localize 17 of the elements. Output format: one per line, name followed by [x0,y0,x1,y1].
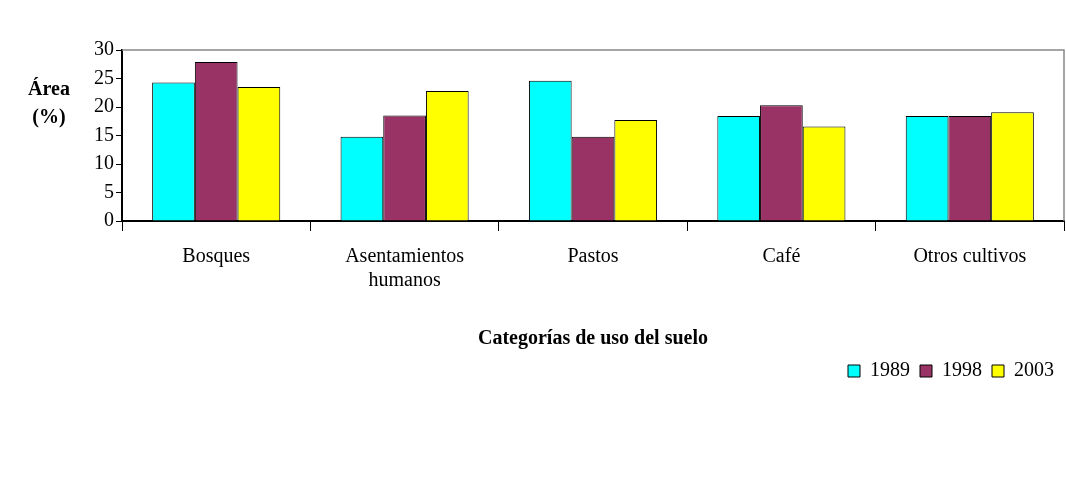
x-tick-label: Bosques [182,244,251,268]
x-tick-label: Asentamientos humanos [345,244,465,291]
legend-label: 1998 [942,358,982,381]
y-tick-label: 25 [94,65,114,88]
x-tick-label: Otros cultivos [913,244,1027,267]
x-tick-label: Café [762,244,801,267]
x-axis-title: Categorías de uso del suelo [478,326,708,350]
y-tick-label: 15 [94,122,114,145]
y-axis-title: Área (%) [27,76,71,129]
legend-label: 2003 [1014,358,1054,381]
y-tick-label: 30 [94,37,114,60]
x-tick-label: Pastos [567,244,619,267]
legend-label: 1989 [870,358,910,381]
y-tick-label: 0 [104,208,114,231]
y-tick-label: 20 [94,94,114,117]
y-tick-label: 5 [104,179,114,202]
y-tick-label: 10 [94,151,114,174]
